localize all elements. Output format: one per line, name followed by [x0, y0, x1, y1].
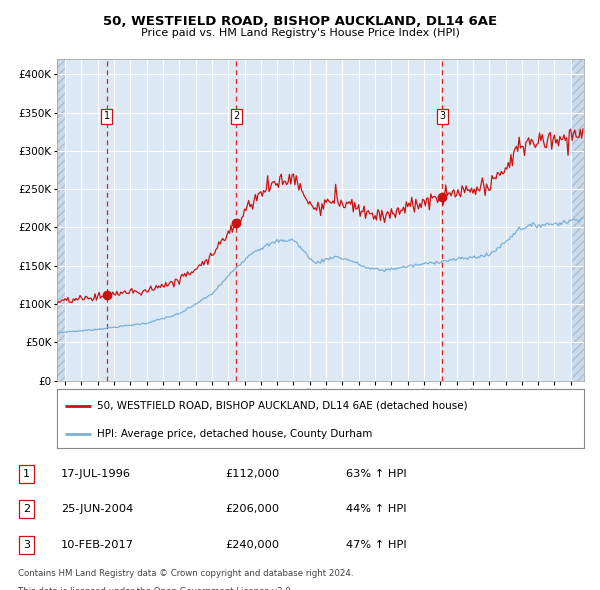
- Text: 47% ↑ HPI: 47% ↑ HPI: [346, 540, 407, 550]
- Text: Contains HM Land Registry data © Crown copyright and database right 2024.: Contains HM Land Registry data © Crown c…: [18, 569, 353, 578]
- Text: 63% ↑ HPI: 63% ↑ HPI: [346, 469, 407, 479]
- Text: £240,000: £240,000: [225, 540, 279, 550]
- Text: 2: 2: [233, 112, 239, 122]
- Text: 10-FEB-2017: 10-FEB-2017: [61, 540, 134, 550]
- Text: 1: 1: [104, 112, 110, 122]
- Text: 2: 2: [23, 504, 30, 514]
- Text: HPI: Average price, detached house, County Durham: HPI: Average price, detached house, Coun…: [97, 429, 372, 438]
- Text: Price paid vs. HM Land Registry's House Price Index (HPI): Price paid vs. HM Land Registry's House …: [140, 28, 460, 38]
- Text: 17-JUL-1996: 17-JUL-1996: [61, 469, 131, 479]
- Text: 3: 3: [439, 112, 445, 122]
- Text: 44% ↑ HPI: 44% ↑ HPI: [346, 504, 407, 514]
- Text: 3: 3: [23, 540, 30, 550]
- Text: 50, WESTFIELD ROAD, BISHOP AUCKLAND, DL14 6AE: 50, WESTFIELD ROAD, BISHOP AUCKLAND, DL1…: [103, 15, 497, 28]
- Text: 50, WESTFIELD ROAD, BISHOP AUCKLAND, DL14 6AE (detached house): 50, WESTFIELD ROAD, BISHOP AUCKLAND, DL1…: [97, 401, 467, 411]
- Text: £206,000: £206,000: [225, 504, 279, 514]
- Text: £112,000: £112,000: [225, 469, 280, 479]
- Text: 25-JUN-2004: 25-JUN-2004: [61, 504, 133, 514]
- Text: This data is licensed under the Open Government Licence v3.0.: This data is licensed under the Open Gov…: [18, 587, 293, 590]
- Text: 1: 1: [23, 469, 30, 479]
